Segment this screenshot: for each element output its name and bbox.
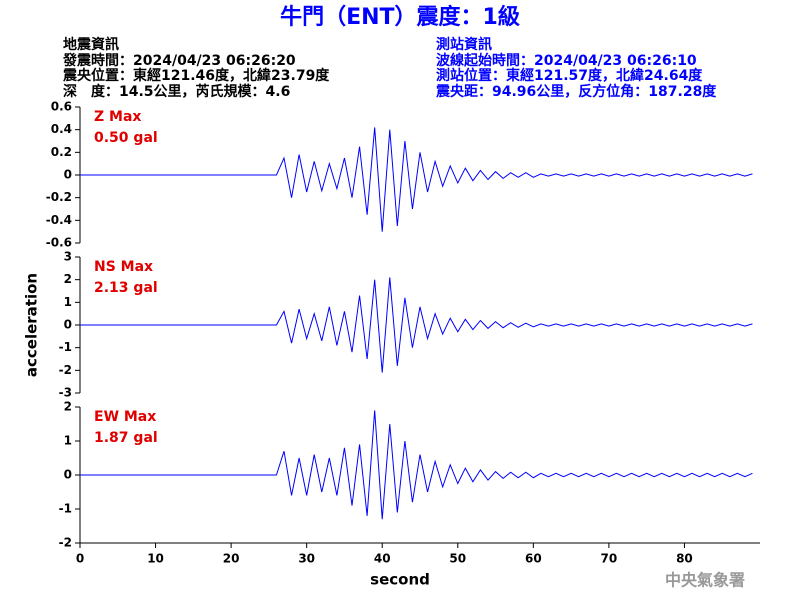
annotation: NS Max [94, 259, 153, 275]
x-tick-label: 10 [147, 552, 164, 566]
y-tick-label: 0.2 [51, 145, 72, 159]
title: 牛門（ENT）震度：1級 [280, 4, 520, 30]
info-text: 震央距：94.96公里，反方位角：187.28度 [435, 83, 717, 100]
annotation: Z Max [94, 109, 141, 125]
y-tick-label: -3 [59, 386, 72, 400]
watermark: 中央氣象署 [665, 571, 745, 590]
y-tick-label: -2 [59, 363, 72, 377]
y-tick-label: 3 [64, 250, 72, 264]
x-tick-label: 0 [76, 552, 84, 566]
x-tick-label: 30 [298, 552, 315, 566]
x-tick-label: 80 [676, 552, 693, 566]
x-axis-label: second [370, 571, 430, 589]
x-tick-label: 60 [525, 552, 542, 566]
y-tick-label: 1 [64, 434, 72, 448]
y-tick-label: -1 [59, 502, 72, 516]
waveform [80, 277, 753, 373]
waveform [80, 127, 753, 232]
x-tick-label: 50 [449, 552, 466, 566]
waveform [80, 410, 753, 520]
x-tick-label: 70 [601, 552, 618, 566]
y-tick-label: 0.6 [51, 100, 72, 114]
y-tick-label: -0.6 [46, 236, 72, 250]
y-tick-label: -0.4 [46, 213, 72, 227]
y-tick-label: 1 [64, 295, 72, 309]
info-text: 發震時間：2024/04/23 06:26:20 [62, 52, 296, 69]
y-tick-label: -0.2 [46, 190, 72, 204]
annotation: 1.87 gal [94, 430, 158, 446]
annotation: EW Max [94, 409, 156, 425]
y-tick-label: 0 [64, 168, 72, 182]
info-text: 地震資訊 [63, 36, 119, 53]
info-text: 測站資訊 [436, 36, 492, 53]
y-tick-label: 0 [64, 318, 72, 332]
info-text: 測站位置：東經121.57度，北緯24.64度 [436, 67, 703, 84]
x-tick-label: 40 [374, 552, 391, 566]
info-text: 波線起始時間：2024/04/23 06:26:10 [436, 52, 697, 69]
y-tick-label: 0 [64, 468, 72, 482]
y-axis-label: acceleration [23, 273, 41, 377]
y-tick-label: 0.4 [51, 122, 72, 136]
y-tick-label: 2 [64, 400, 72, 414]
x-tick-label: 20 [223, 552, 240, 566]
y-tick-label: -1 [59, 340, 72, 354]
info-text: 震央位置：東經121.46度，北緯23.79度 [62, 67, 330, 84]
y-tick-label: 2 [64, 272, 72, 286]
info-text: 深 度：14.5公里，芮氏規模：4.6 [63, 83, 290, 100]
y-tick-label: -2 [59, 536, 72, 550]
annotation: 2.13 gal [94, 280, 158, 296]
annotation: 0.50 gal [94, 130, 158, 146]
